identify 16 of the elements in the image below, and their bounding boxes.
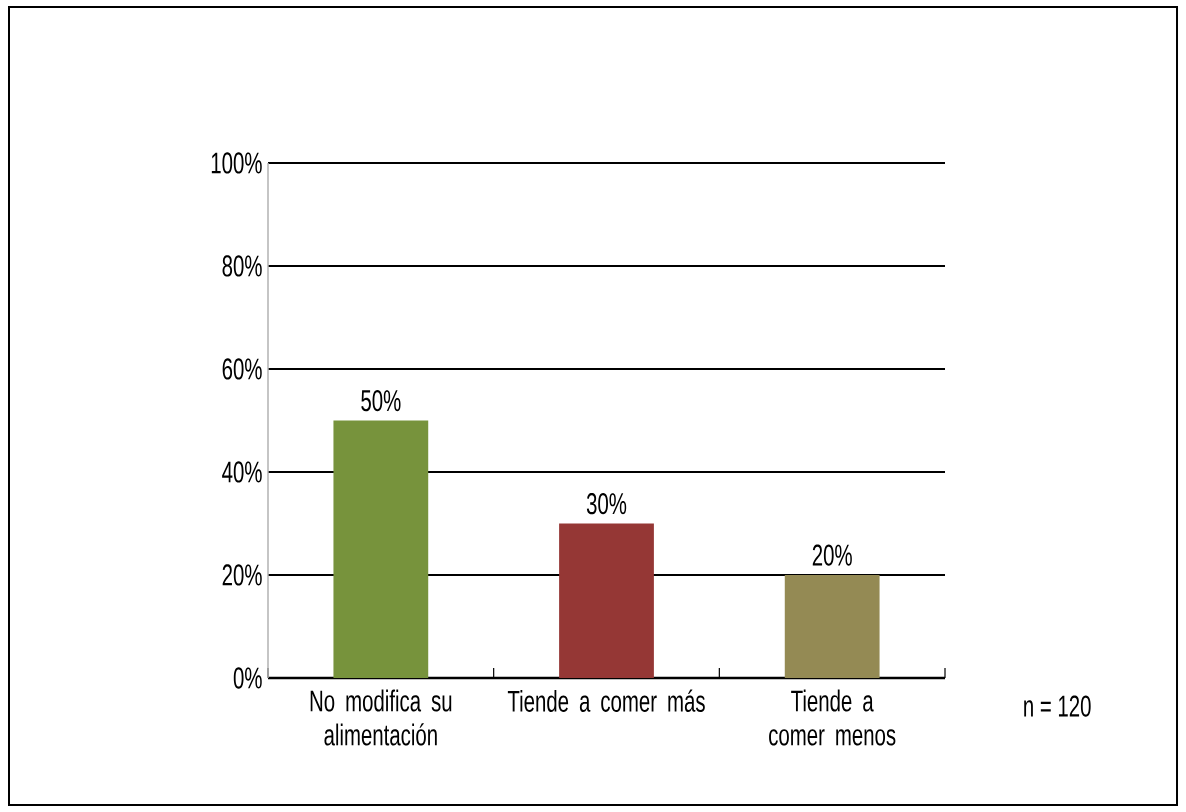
bar xyxy=(333,420,429,678)
x-tick-label: No modifica su alimentación xyxy=(310,689,452,746)
data-label: 30% xyxy=(586,493,627,515)
bar xyxy=(784,575,880,678)
text: n = 120 xyxy=(1024,695,1091,717)
data-label: 20% xyxy=(812,544,852,566)
bar xyxy=(559,523,654,678)
y-tick-label: 60% xyxy=(222,358,262,380)
y-tick-label: 0% xyxy=(233,667,262,689)
data-label: 50% xyxy=(361,390,401,412)
x-tick-label: Tiende a comer más xyxy=(507,689,705,712)
x-tick-label: Tiende a comer menos xyxy=(769,689,896,746)
y-tick-label: 100% xyxy=(211,152,262,174)
y-tick-label: 40% xyxy=(222,461,262,483)
y-tick-label: 80% xyxy=(222,255,262,277)
y-tick-label: 20% xyxy=(222,564,262,586)
